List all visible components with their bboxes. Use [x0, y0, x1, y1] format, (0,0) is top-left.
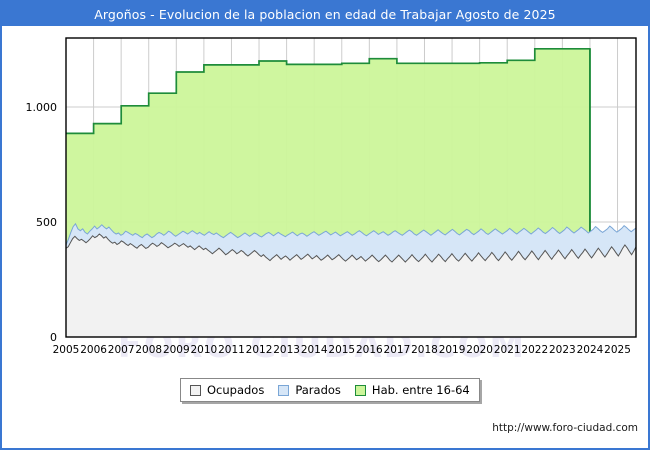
line-hab-entre-16-64	[66, 47, 591, 337]
legend-label: Ocupados	[207, 383, 265, 397]
y-axis-tick-label: 0	[50, 331, 57, 344]
x-axis-tick-label: 2010	[191, 344, 218, 356]
y-axis-tick-label: 500	[36, 216, 57, 229]
x-axis-tick-label: 2024	[577, 344, 604, 356]
legend-item-ocupados[interactable]: Ocupados	[190, 383, 264, 397]
plot-border	[65, 37, 637, 338]
x-axis-tick-label: 2009	[163, 344, 190, 356]
x-axis-tick-label: 2021	[494, 344, 521, 356]
x-axis-tick-label: 2018	[411, 344, 438, 356]
legend-item-hab-entre-16-64[interactable]: Hab. entre 16-64	[354, 383, 470, 397]
x-axis-tick-label: 2023	[549, 344, 576, 356]
x-axis-tick-label: 2025	[604, 344, 631, 356]
legend-swatch-icon	[190, 384, 201, 396]
window-title-bar: Argoños - Evolucion de la poblacion en e…	[2, 2, 648, 26]
x-axis-tick-label: 2012	[246, 344, 273, 356]
x-axis-tick-label: 2007	[108, 344, 135, 356]
legend-item-parados[interactable]: Parados	[278, 383, 341, 397]
page-title: Argoños - Evolucion de la poblacion en e…	[94, 6, 556, 22]
legend-label: Parados	[295, 383, 341, 397]
line-ocupados	[65, 233, 637, 263]
x-axis-tick-label: 2016	[356, 344, 383, 356]
source-url: http://www.foro-ciudad.com	[492, 422, 638, 434]
x-axis-tick-label: 2005	[53, 344, 80, 356]
x-axis-tick-label: 2015	[328, 344, 355, 356]
x-axis-tick-label: 2022	[521, 344, 548, 356]
x-axis-tick-label: 2020	[466, 344, 493, 356]
y-axis-tick-label: 1.000	[26, 101, 58, 114]
legend-swatch-icon	[278, 384, 290, 396]
legend-label: Hab. entre 16-64	[371, 383, 470, 397]
x-axis-tick-label: 2014	[301, 344, 328, 356]
x-axis-tick-label: 2017	[384, 344, 411, 356]
x-axis-tick-label: 2006	[80, 344, 107, 356]
x-axis-tick-label: 2011	[218, 344, 245, 356]
area-ocupados	[66, 234, 636, 337]
plot-area: FORO CIUDAD.COM 0 500 1.000 2005 2006 2007 200…	[2, 26, 648, 448]
x-axis-tick-label: 2013	[273, 344, 300, 356]
x-axis-tick-label: 2008	[135, 344, 162, 356]
x-axis-tick-label: 2019	[439, 344, 466, 356]
line-parados	[65, 222, 637, 246]
chart-legend: Ocupados Parados Hab. entre 16-64	[180, 378, 480, 402]
legend-swatch-icon	[354, 384, 366, 396]
